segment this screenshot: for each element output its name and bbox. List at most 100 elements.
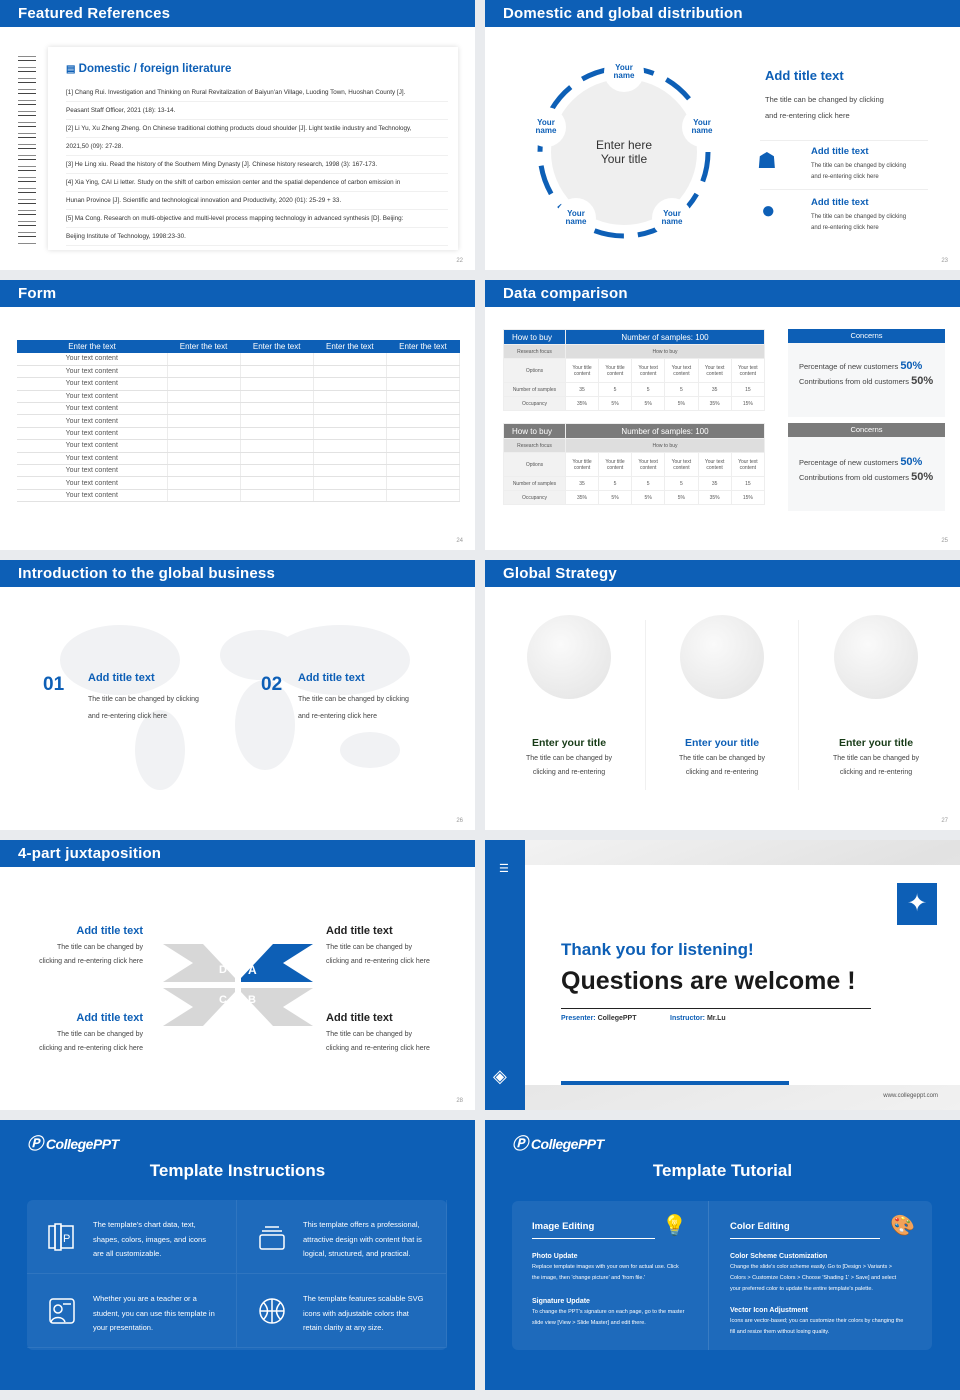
table-cell[interactable] [240, 439, 314, 453]
menu-icon[interactable]: ☰ [499, 863, 509, 875]
instructor: Instructor: Mr.Lu [670, 1015, 726, 1022]
table-cell[interactable] [313, 476, 387, 490]
table-cell[interactable] [313, 464, 387, 478]
slide-template-tutorial[interactable]: Ⓟ CollegePPT Template Tutorial Image Edi… [485, 1120, 960, 1390]
table-cell[interactable] [167, 452, 241, 466]
table-cell[interactable] [240, 414, 314, 428]
table-cell[interactable] [167, 377, 241, 391]
table-cell[interactable] [167, 464, 241, 478]
table-cell[interactable] [313, 452, 387, 466]
item-c: Add title text The title can be changed b… [39, 1012, 143, 1052]
item-desc: The title can be changed by clicking and … [811, 163, 907, 180]
table-row: Your text content [17, 476, 461, 490]
node-top: Your name [604, 52, 644, 92]
table-cell[interactable] [240, 452, 314, 466]
new-customers: Percentage of new customers 50% [799, 360, 923, 372]
center-title: Enter here Your title [574, 138, 674, 166]
instruction-cell: Whether you are a teacher or a student, y… [27, 1274, 237, 1348]
divider [561, 1008, 871, 1009]
heading-text: Domestic / foreign literature [78, 63, 232, 75]
comparison-table-grey: How to buy Number of samples: 100 Research… [503, 423, 766, 505]
reference-line: [4] Xia Ying, CAI Li letter. Study on th… [66, 174, 448, 192]
table-cell[interactable] [167, 427, 241, 441]
table-cell[interactable] [313, 402, 387, 416]
slide-thank-you[interactable]: ☰ ◈ ✦ Thank you for listening! Questions… [485, 840, 960, 1110]
page-number: 24 [456, 538, 463, 544]
progress-bar [561, 1081, 789, 1085]
table-cell: Your text content [17, 476, 168, 490]
table-cell[interactable] [240, 489, 314, 503]
table-cell[interactable] [167, 353, 241, 366]
table-cell[interactable] [386, 365, 461, 379]
table-cell[interactable] [386, 489, 461, 503]
stack-icon [259, 1226, 285, 1250]
page-number: 25 [941, 538, 948, 544]
table-cell[interactable] [240, 427, 314, 441]
table-cell[interactable] [240, 476, 314, 490]
concerns-title: Concerns [788, 423, 945, 437]
form-table: Enter the text Enter the text Enter the … [17, 340, 461, 503]
questions-text: Questions are welcome ! [561, 967, 856, 995]
table-cell[interactable] [386, 452, 461, 466]
concerns-title: Concerns [788, 329, 945, 343]
table-cell[interactable] [240, 402, 314, 416]
slide-data-comparison[interactable]: Data comparison How to buy Number of samp… [485, 280, 960, 550]
table-cell[interactable] [386, 439, 461, 453]
slide-form[interactable]: Form Enter the text Enter the text Enter… [0, 280, 475, 550]
table-cell[interactable] [386, 476, 461, 490]
slide-featured-references[interactable]: Featured References ▤ Domestic / foreign… [0, 0, 475, 270]
item-desc: The title can be changed by clicking and … [298, 696, 409, 720]
table-row: Your text content [17, 365, 461, 379]
table-row: Your text content [17, 414, 461, 428]
table-cell[interactable] [167, 439, 241, 453]
new-customers: Percentage of new customers 50% [799, 456, 923, 468]
table-cell[interactable] [240, 390, 314, 404]
main-title: Add title text [765, 68, 844, 83]
globe-image [527, 615, 611, 699]
table-cell[interactable] [386, 414, 461, 428]
table-cell[interactable] [167, 476, 241, 490]
label-b: B [248, 994, 256, 1006]
table-cell[interactable] [240, 365, 314, 379]
table-cell[interactable] [313, 365, 387, 379]
old-customers: Contributions from old customers 50% [799, 375, 934, 387]
table-cell[interactable] [313, 439, 387, 453]
table-cell[interactable] [313, 427, 387, 441]
table-cell: Your text content [17, 439, 168, 453]
table-cell[interactable] [240, 464, 314, 478]
page-number: 26 [456, 818, 463, 824]
slide-global-business[interactable]: Introduction to the global business 01 A… [0, 560, 475, 830]
table-cell[interactable] [240, 377, 314, 391]
website-link[interactable]: www.collegeppt.com [883, 1093, 938, 1099]
table-cell[interactable] [313, 489, 387, 503]
table-cell[interactable] [167, 489, 241, 503]
table-cell[interactable] [240, 353, 314, 366]
section-body: Photo Update Replace template images with… [532, 1253, 685, 1326]
instructions-panel: P The template's chart data, text, shapes,… [27, 1200, 447, 1350]
table-cell[interactable] [167, 402, 241, 416]
slide-template-instructions[interactable]: Ⓟ CollegePPT Template Instructions P The … [0, 1120, 475, 1390]
table-cell[interactable] [313, 353, 387, 366]
slide-global-strategy[interactable]: Global Strategy Enter your title The titl… [485, 560, 960, 830]
table-cell[interactable] [386, 377, 461, 391]
slide-distribution[interactable]: Domestic and global distribution Enter h… [485, 0, 960, 270]
maple-leaf-icon: ✦ [897, 883, 937, 925]
table-cell[interactable] [386, 353, 461, 366]
node-left: Your name [526, 107, 566, 147]
slide-title: Template Instructions [149, 1161, 326, 1180]
table-cell[interactable] [313, 377, 387, 391]
column-header: Enter the text [17, 340, 167, 353]
table-row: Your text content [17, 402, 461, 416]
table-cell[interactable] [167, 365, 241, 379]
table-cell[interactable] [167, 414, 241, 428]
table-cell[interactable] [167, 390, 241, 404]
table-cell[interactable] [386, 427, 461, 441]
table-cell[interactable] [313, 390, 387, 404]
slide-juxtaposition[interactable]: 4-part juxtaposition D A C B Add title t… [0, 840, 475, 1110]
user-card-icon [49, 1298, 75, 1324]
table-cell[interactable] [313, 414, 387, 428]
table-cell[interactable] [386, 402, 461, 416]
slide-title: Form [0, 280, 475, 307]
table-cell[interactable] [386, 390, 461, 404]
table-cell[interactable] [386, 464, 461, 478]
